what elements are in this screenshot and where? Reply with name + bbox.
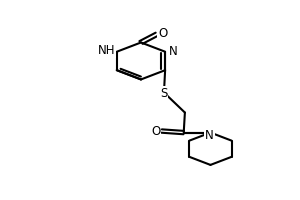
Text: O: O [151, 125, 160, 138]
Text: N: N [168, 45, 177, 58]
Text: O: O [158, 27, 168, 40]
Text: N: N [205, 129, 214, 142]
Text: NH: NH [98, 44, 115, 57]
Text: S: S [160, 87, 167, 100]
